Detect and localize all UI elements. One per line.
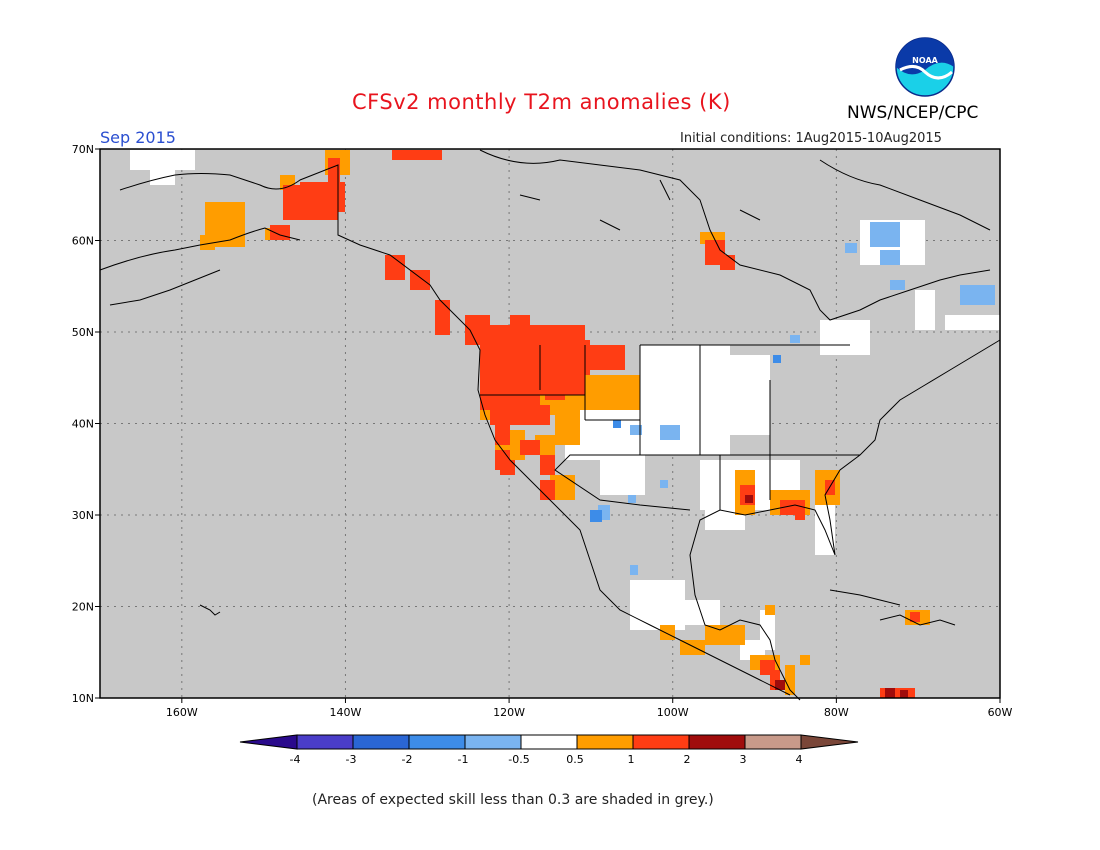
- agency-label: NWS/NCEP/CPC: [847, 103, 979, 123]
- lat-tick-label: 50N: [72, 326, 94, 339]
- coastlines: [99, 149, 1001, 701]
- legend-bin: [800, 734, 859, 750]
- legend-tick-label: -3: [346, 753, 357, 766]
- legend-bin: [408, 734, 466, 750]
- legend-tick-label: -0.5: [508, 753, 529, 766]
- lat-tick-label: 40N: [72, 418, 94, 431]
- noaa-logo-text: NOAA: [912, 56, 938, 65]
- legend-bin: [632, 734, 690, 750]
- noaa-logo: NOAA: [895, 37, 955, 97]
- map-title: CFSv2 monthly T2m anomalies (K): [352, 90, 731, 114]
- legend-bin: [744, 734, 802, 750]
- lon-tick-label: 160W: [166, 706, 198, 719]
- initial-conditions: Initial conditions: 1Aug2015-10Aug2015: [680, 131, 942, 146]
- legend-bin: [464, 734, 522, 750]
- legend-tick-label: -2: [402, 753, 413, 766]
- legend-bin: [520, 734, 578, 750]
- axis-labels: 70N 60N 50N 40N 30N 20N 10N 160W 140W 120W 100W 80W…: [72, 143, 1013, 719]
- lat-tick-label: 30N: [72, 509, 94, 522]
- colorbar-legend: -4 -3 -2 -1 -0.5 0.5 1 2 3 4: [239, 734, 859, 766]
- skill-footnote: (Areas of expected skill less than 0.3 a…: [312, 792, 714, 808]
- legend-bin: [688, 734, 746, 750]
- lat-tick-label: 70N: [72, 143, 94, 156]
- lon-tick-label: 100W: [657, 706, 689, 719]
- lon-tick-label: 80W: [824, 706, 849, 719]
- legend-tick-label: 3: [740, 753, 747, 766]
- legend-tick-label: 2: [684, 753, 691, 766]
- legend-tick-label: 0.5: [566, 753, 584, 766]
- legend-tick-label: 4: [796, 753, 803, 766]
- lat-tick-label: 60N: [72, 235, 94, 248]
- lon-tick-label: 120W: [493, 706, 525, 719]
- legend-bin: [296, 734, 354, 750]
- legend-bin: [239, 734, 298, 750]
- lat-tick-label: 20N: [72, 601, 94, 614]
- lon-tick-label: 140W: [330, 706, 362, 719]
- anomaly-cells: [130, 150, 1000, 698]
- forecast-month: Sep 2015: [100, 128, 176, 147]
- legend-tick-label: -4: [290, 753, 301, 766]
- legend-bin: [576, 734, 634, 750]
- lat-tick-label: 10N: [72, 692, 94, 705]
- legend-tick-label: -1: [458, 753, 469, 766]
- legend-bin: [352, 734, 410, 750]
- lon-tick-label: 60W: [988, 706, 1013, 719]
- legend-tick-label: 1: [628, 753, 635, 766]
